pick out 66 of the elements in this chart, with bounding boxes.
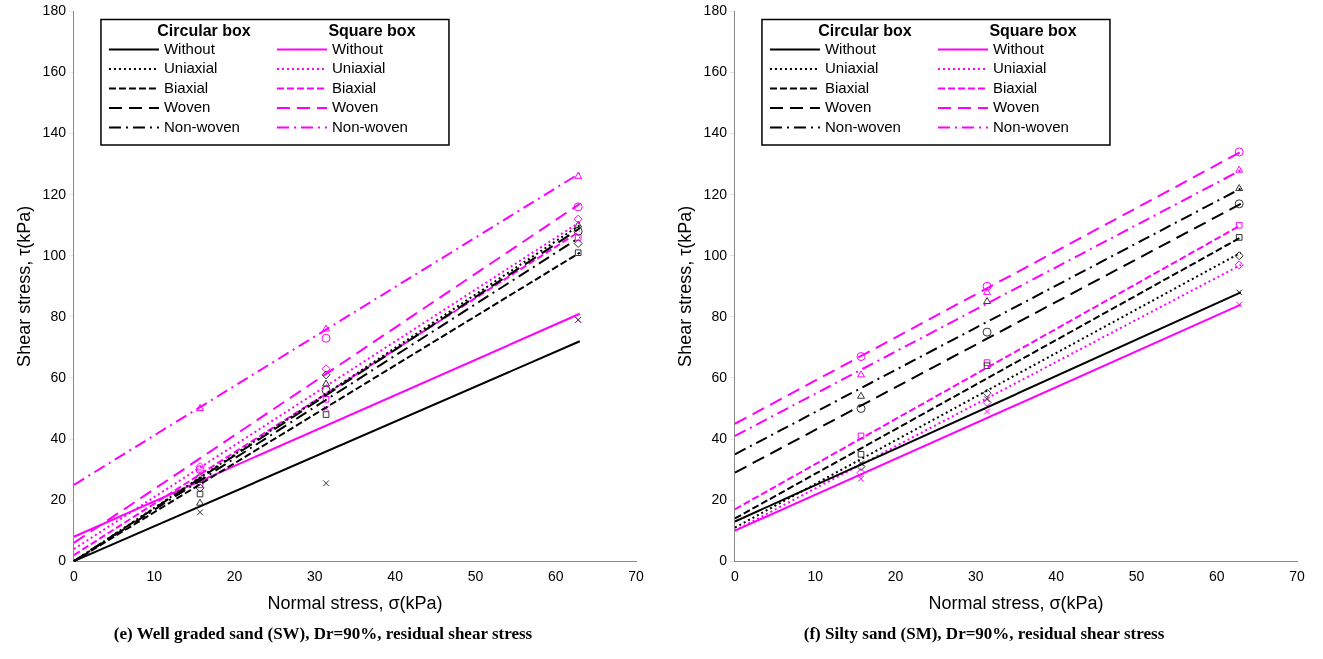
y-tick-label: 140 bbox=[703, 124, 728, 141]
x-tick-label: 50 bbox=[1128, 568, 1145, 585]
x-tick-label: 20 bbox=[226, 568, 243, 585]
legend-label: Non-woven bbox=[992, 117, 1069, 135]
y-tick-label: 180 bbox=[42, 2, 67, 19]
legend-label: Non-woven bbox=[331, 117, 408, 135]
annotation: Circular box bbox=[818, 21, 912, 39]
legend-label: Without bbox=[992, 39, 1045, 57]
x-tick-label: 30 bbox=[307, 568, 323, 585]
legend-label: Biaxial bbox=[992, 78, 1038, 96]
legend-label: Uniaxial bbox=[163, 59, 218, 77]
x-tick-label: 40 bbox=[1048, 568, 1065, 585]
legend-label: Without bbox=[331, 39, 384, 57]
y-tick-label: 60 bbox=[50, 368, 67, 385]
legend-label: Woven bbox=[331, 98, 379, 116]
legend-label: Uniaxial bbox=[992, 59, 1047, 77]
x-axis-title: Normal stress, σ(kPa) bbox=[928, 592, 1104, 613]
annotation: Circular box bbox=[157, 21, 251, 39]
legend-label: Without bbox=[163, 39, 216, 57]
x-tick-label: 10 bbox=[146, 568, 163, 585]
y-tick-label: 40 bbox=[50, 429, 67, 446]
annotation: Square box bbox=[328, 21, 416, 39]
y-tick-label: 60 bbox=[711, 368, 728, 385]
y-tick-label: 140 bbox=[42, 124, 67, 141]
legend-label: Without bbox=[824, 39, 877, 57]
legend-label: Woven bbox=[163, 98, 211, 116]
x-tick-label: 0 bbox=[731, 568, 740, 585]
legend-label: Non-woven bbox=[163, 117, 240, 135]
x-tick-label: 70 bbox=[628, 568, 644, 585]
text: (f) Silty sand (SM), Dr=90%, residual shear stress bbox=[803, 624, 1165, 644]
y-tick-label: 0 bbox=[58, 552, 67, 569]
y-axis-title: Shear stress, τ(kPa) bbox=[13, 205, 34, 367]
y-axis-title: Shear stress, τ(kPa) bbox=[674, 205, 695, 367]
y-tick-label: 180 bbox=[703, 2, 728, 19]
x-tick-label: 60 bbox=[547, 568, 564, 585]
legend-label: Woven bbox=[992, 98, 1040, 116]
x-tick-label: 40 bbox=[387, 568, 404, 585]
y-tick-label: 80 bbox=[50, 307, 67, 324]
y-tick-label: 20 bbox=[50, 490, 67, 507]
y-tick-label: 120 bbox=[703, 185, 728, 202]
y-tick-label: 100 bbox=[42, 246, 67, 263]
legend-label: Biaxial bbox=[163, 78, 209, 96]
y-tick-label: 100 bbox=[703, 246, 728, 263]
y-tick-label: 20 bbox=[711, 490, 728, 507]
y-tick-label: 40 bbox=[711, 429, 728, 446]
y-tick-label: 160 bbox=[42, 63, 67, 80]
legend-label: Woven bbox=[824, 98, 872, 116]
x-tick-label: 10 bbox=[807, 568, 824, 585]
legend-label: Biaxial bbox=[824, 78, 870, 96]
legend-label: Uniaxial bbox=[824, 59, 879, 77]
x-tick-label: 0 bbox=[70, 568, 79, 585]
x-tick-label: 60 bbox=[1208, 568, 1225, 585]
text: (e) Well graded sand (SW), Dr=90%, residual shear stress bbox=[113, 624, 533, 644]
y-tick-label: 0 bbox=[719, 552, 728, 569]
annotation: Square box bbox=[989, 21, 1077, 39]
legend-label: Biaxial bbox=[331, 78, 377, 96]
y-tick-label: 120 bbox=[42, 185, 67, 202]
y-tick-label: 80 bbox=[711, 307, 728, 324]
x-tick-label: 20 bbox=[887, 568, 904, 585]
y-tick-label: 160 bbox=[703, 63, 728, 80]
x-axis-title: Normal stress, σ(kPa) bbox=[267, 592, 443, 613]
x-tick-label: 70 bbox=[1289, 568, 1305, 585]
legend-label: Non-woven bbox=[824, 117, 901, 135]
x-tick-label: 30 bbox=[968, 568, 984, 585]
x-tick-label: 50 bbox=[467, 568, 484, 585]
legend-label: Uniaxial bbox=[331, 59, 386, 77]
